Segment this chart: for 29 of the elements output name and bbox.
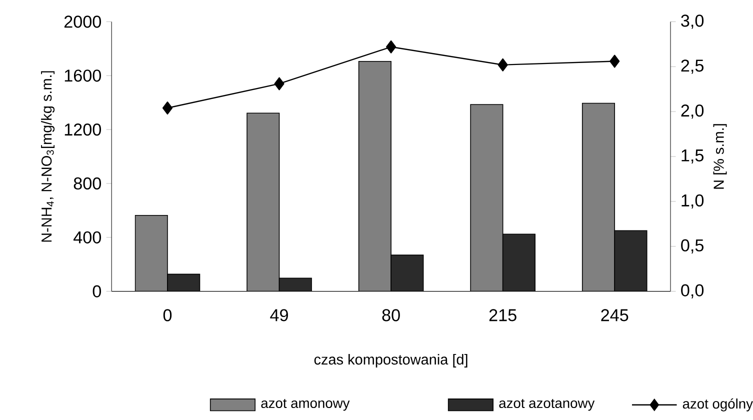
x-axis-title: czas kompostowania [d]	[314, 354, 468, 368]
point	[498, 58, 508, 72]
y2-tick-label: 0,5	[681, 239, 704, 254]
y-tick-label: 1600	[64, 70, 102, 82]
y2-tick-label: 3,0	[681, 14, 704, 29]
point	[610, 54, 620, 68]
y-tick-label: 400	[74, 231, 102, 244]
point	[274, 77, 284, 90]
y-axis-title: N-NH$_{4}$, N-NO$_{3}$[mg/kg s.m.]	[41, 71, 55, 242]
y2-axis-title: N [% s.m.]	[713, 124, 727, 189]
x-tick-label: 49	[270, 309, 288, 322]
y2-tick-label: 2,0	[681, 104, 704, 119]
x-tick-label: 0	[163, 309, 172, 322]
y2-tick-label: 0,0	[681, 284, 704, 299]
point	[386, 40, 396, 54]
y2-tick-label: 1,0	[682, 194, 704, 209]
legend-label: azot amonowy	[261, 399, 350, 411]
y-tick-label: 800	[74, 178, 102, 190]
y-tick-label: 1200	[64, 124, 102, 136]
x-tick-label: 80	[382, 309, 400, 322]
y-tick-label: 0	[92, 285, 102, 298]
y2-tick-label: 1,5	[682, 150, 704, 164]
x-tick-label: 245	[601, 309, 628, 322]
point	[162, 102, 173, 115]
x-tick-label: 215	[489, 309, 516, 322]
legend-label: azot ogólny	[682, 398, 753, 412]
y2-tick-label: 2,5	[681, 60, 704, 74]
legend-label: azot azotanowy	[499, 399, 595, 411]
y-tick-label: 2000	[64, 16, 102, 28]
